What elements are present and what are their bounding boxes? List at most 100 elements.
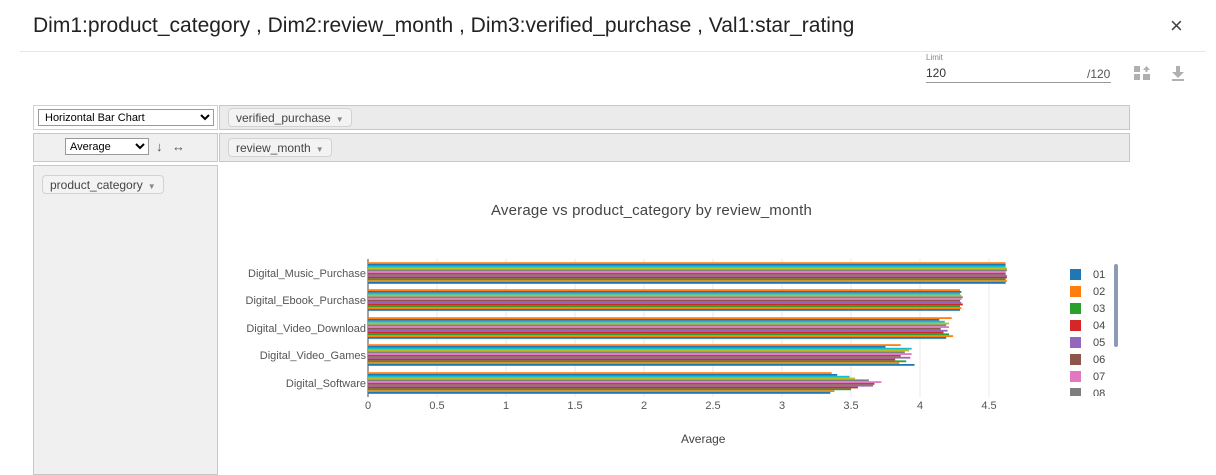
sort-row-icon[interactable]: ↓ <box>156 139 163 154</box>
bar <box>368 333 949 336</box>
col-fields-area-1[interactable] <box>219 105 1130 130</box>
bar <box>368 291 962 293</box>
legend-item[interactable]: 05 <box>1070 334 1120 351</box>
x-tick-label: 4.5 <box>981 400 996 412</box>
bar <box>368 349 909 352</box>
legend-swatch <box>1070 354 1081 365</box>
bar <box>368 309 960 311</box>
legend-swatch <box>1070 337 1081 348</box>
pill-dropdown-icon: ▼ <box>147 182 156 191</box>
legend-swatch <box>1070 303 1081 314</box>
chart-title: Average vs product_category by review_mo… <box>491 202 812 219</box>
sort-col-icon[interactable]: ↔ <box>172 139 185 154</box>
bar <box>368 360 907 363</box>
x-tick-label: 0 <box>365 400 371 412</box>
x-tick-label: 0.5 <box>429 400 444 412</box>
bar <box>368 351 905 354</box>
bar <box>368 322 949 325</box>
bar <box>368 296 963 299</box>
x-tick-label: 1 <box>503 400 509 412</box>
bar <box>368 374 838 376</box>
legend-item[interactable]: 07 <box>1070 368 1120 385</box>
bar <box>368 271 1006 273</box>
bar <box>368 364 915 366</box>
bar <box>368 347 912 350</box>
close-icon[interactable]: × <box>1170 13 1183 38</box>
x-tick-label: 2 <box>641 400 647 412</box>
renderer-select[interactable]: Horizontal Bar Chart <box>38 109 214 126</box>
limit-input[interactable] <box>926 64 1111 83</box>
pill-label: review_month <box>236 141 311 155</box>
bar <box>368 276 1007 279</box>
bar <box>368 356 911 359</box>
legend-item[interactable]: 04 <box>1070 317 1120 334</box>
legend-item[interactable]: 03 <box>1070 300 1120 317</box>
bar <box>368 390 835 392</box>
limit-max: /120 <box>1087 67 1111 81</box>
legend-swatch <box>1070 269 1081 280</box>
legend-label: 07 <box>1093 370 1106 383</box>
bar <box>368 273 1006 275</box>
pill-dropdown-icon: ▼ <box>335 115 344 124</box>
bar <box>368 298 962 300</box>
legend-label: 02 <box>1093 285 1106 298</box>
bar <box>368 358 896 361</box>
legend-label: 06 <box>1093 353 1106 366</box>
bar <box>368 305 960 308</box>
pill-product-category[interactable]: product_category ▼ <box>42 175 164 194</box>
bar <box>368 301 962 304</box>
bar <box>368 337 947 339</box>
legend-item[interactable]: 02 <box>1070 283 1120 300</box>
swap-icon[interactable] <box>1133 64 1151 82</box>
aggregator-select[interactable]: Average <box>65 138 149 155</box>
header-divider <box>20 51 1206 52</box>
y-tick-label: Digital_Music_Purchase <box>248 268 366 280</box>
bar <box>368 328 941 330</box>
bar <box>368 353 912 355</box>
legend-swatch <box>1070 286 1081 297</box>
bar <box>368 335 954 337</box>
bar <box>368 377 856 380</box>
bar <box>368 269 1007 272</box>
legend-label: 04 <box>1093 319 1106 332</box>
bar <box>368 331 944 334</box>
pill-dropdown-icon: ▼ <box>315 145 324 154</box>
bar <box>368 319 940 321</box>
pill-label: product_category <box>50 178 143 192</box>
bar <box>368 294 962 297</box>
y-tick-label: Digital_Software <box>286 378 366 390</box>
x-axis-title: Average <box>681 432 726 446</box>
pill-label: verified_purchase <box>236 111 331 125</box>
download-icon[interactable] <box>1170 64 1186 82</box>
bar <box>368 303 963 306</box>
bar <box>368 381 882 383</box>
legend-item[interactable]: 08 <box>1070 385 1120 396</box>
bar <box>368 326 949 328</box>
x-tick-label: 1.5 <box>567 400 582 412</box>
bar <box>368 392 831 394</box>
legend-scrollbar[interactable] <box>1114 264 1118 347</box>
legend-item[interactable]: 06 <box>1070 351 1120 368</box>
legend-swatch <box>1070 371 1081 382</box>
bar <box>368 307 962 309</box>
row-fields-area[interactable] <box>33 165 218 475</box>
bar <box>368 379 869 382</box>
legend-label: 05 <box>1093 336 1106 349</box>
pill-review-month[interactable]: review_month ▼ <box>228 138 332 157</box>
bar <box>368 372 832 374</box>
legend-swatch <box>1070 388 1081 396</box>
legend-label: 03 <box>1093 302 1106 315</box>
bar <box>368 362 900 364</box>
legend-item[interactable]: 01 <box>1070 266 1120 283</box>
chart-legend: 010203040506070809101112 <box>1070 266 1120 396</box>
bar <box>368 267 1007 270</box>
col-fields-area-2[interactable] <box>219 133 1130 162</box>
y-tick-label: Digital_Video_Games <box>260 350 367 362</box>
x-tick-label: 3 <box>779 400 785 412</box>
pill-verified-purchase[interactable]: verified_purchase ▼ <box>228 108 352 127</box>
x-tick-label: 2.5 <box>705 400 720 412</box>
bar <box>368 317 952 319</box>
bar <box>368 278 1006 281</box>
x-tick-label: 3.5 <box>843 400 858 412</box>
bar <box>368 280 1007 282</box>
